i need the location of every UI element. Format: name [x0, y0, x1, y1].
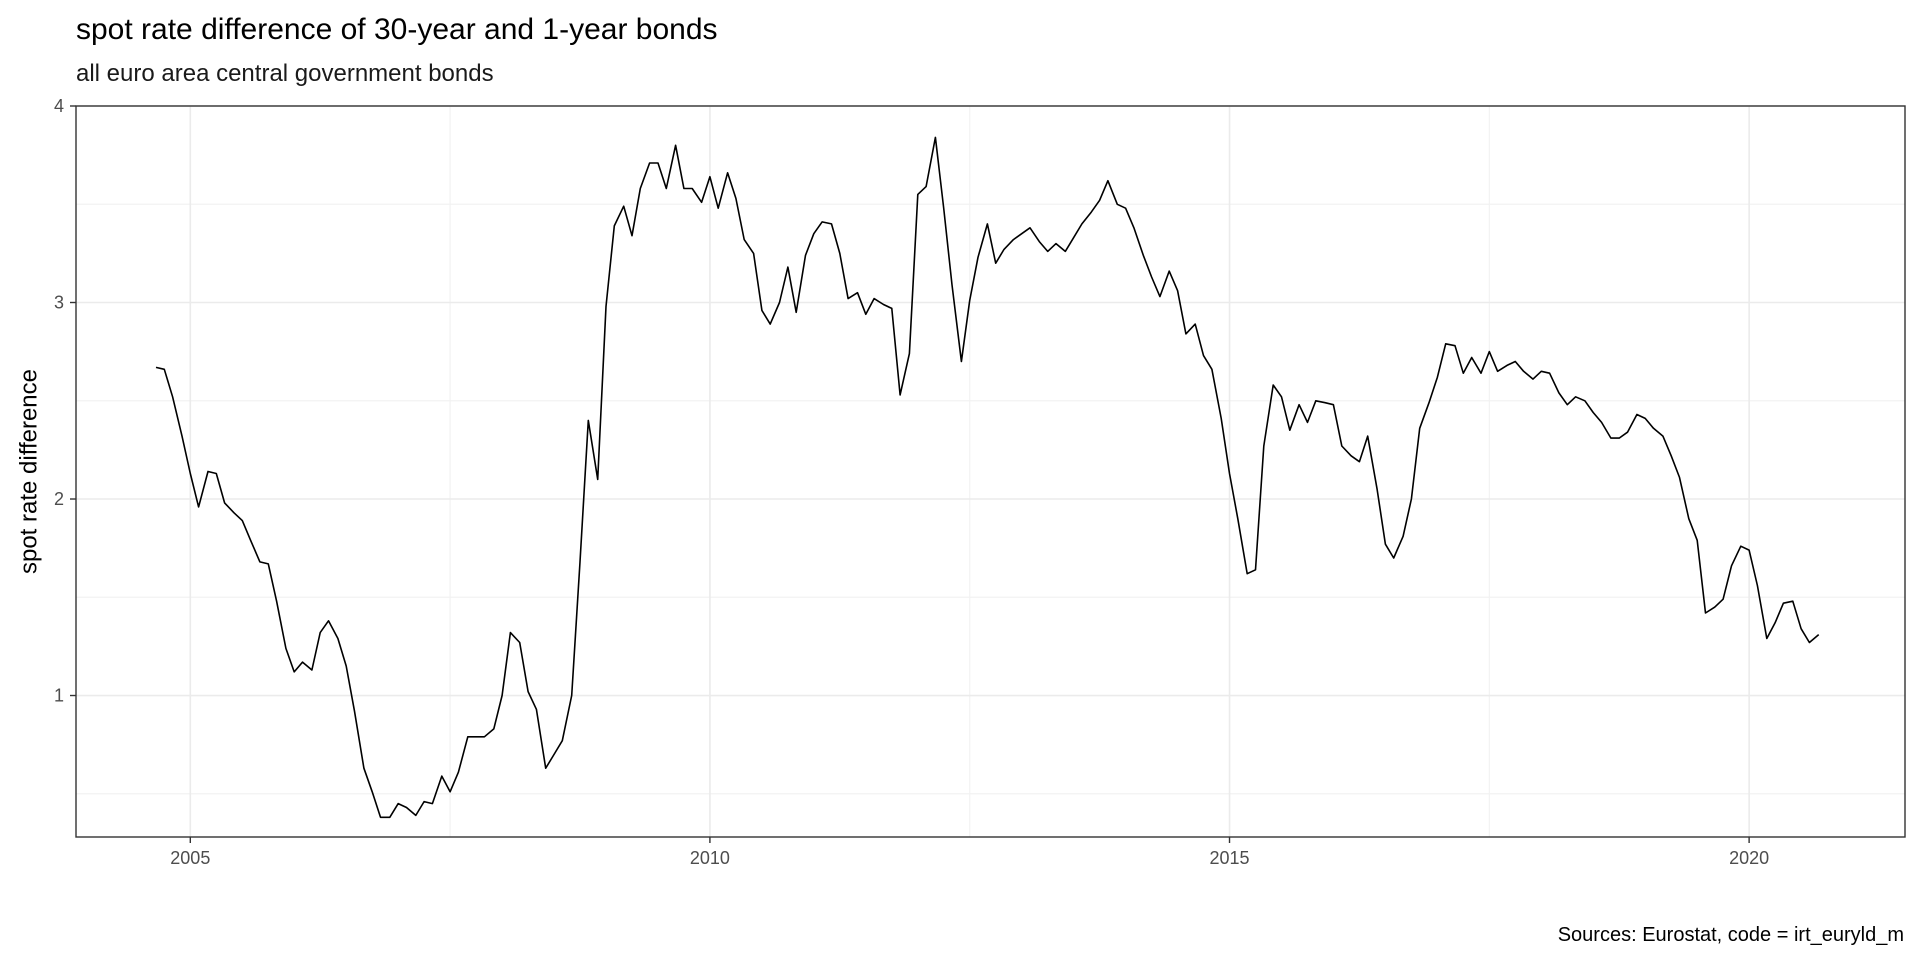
- panel-border: [75, 105, 1906, 838]
- series-lines: [155, 136, 1820, 819]
- series-line: [155, 136, 1820, 819]
- source-caption: Sources: Eurostat, code = irt_euryld_m: [1557, 924, 1904, 946]
- y-tick-label: 1: [54, 686, 64, 706]
- x-tick-label: 2010: [690, 848, 730, 868]
- y-axis-title: spot rate difference: [15, 369, 42, 574]
- x-tick-label: 2015: [1209, 848, 1249, 868]
- axes: 2005 2010 2015 2020 1 2 3 4: [54, 96, 1769, 868]
- grid-lines: [76, 105, 1905, 837]
- x-tick-label: 2005: [170, 848, 210, 868]
- y-tick-label: 2: [54, 489, 64, 509]
- chart-subtitle: all euro area central government bonds: [76, 60, 494, 87]
- y-tick-label: 3: [54, 293, 64, 313]
- x-tick-label: 2020: [1729, 848, 1769, 868]
- chart-title: spot rate difference of 30-year and 1-ye…: [76, 13, 718, 46]
- y-tick-label: 4: [54, 96, 64, 116]
